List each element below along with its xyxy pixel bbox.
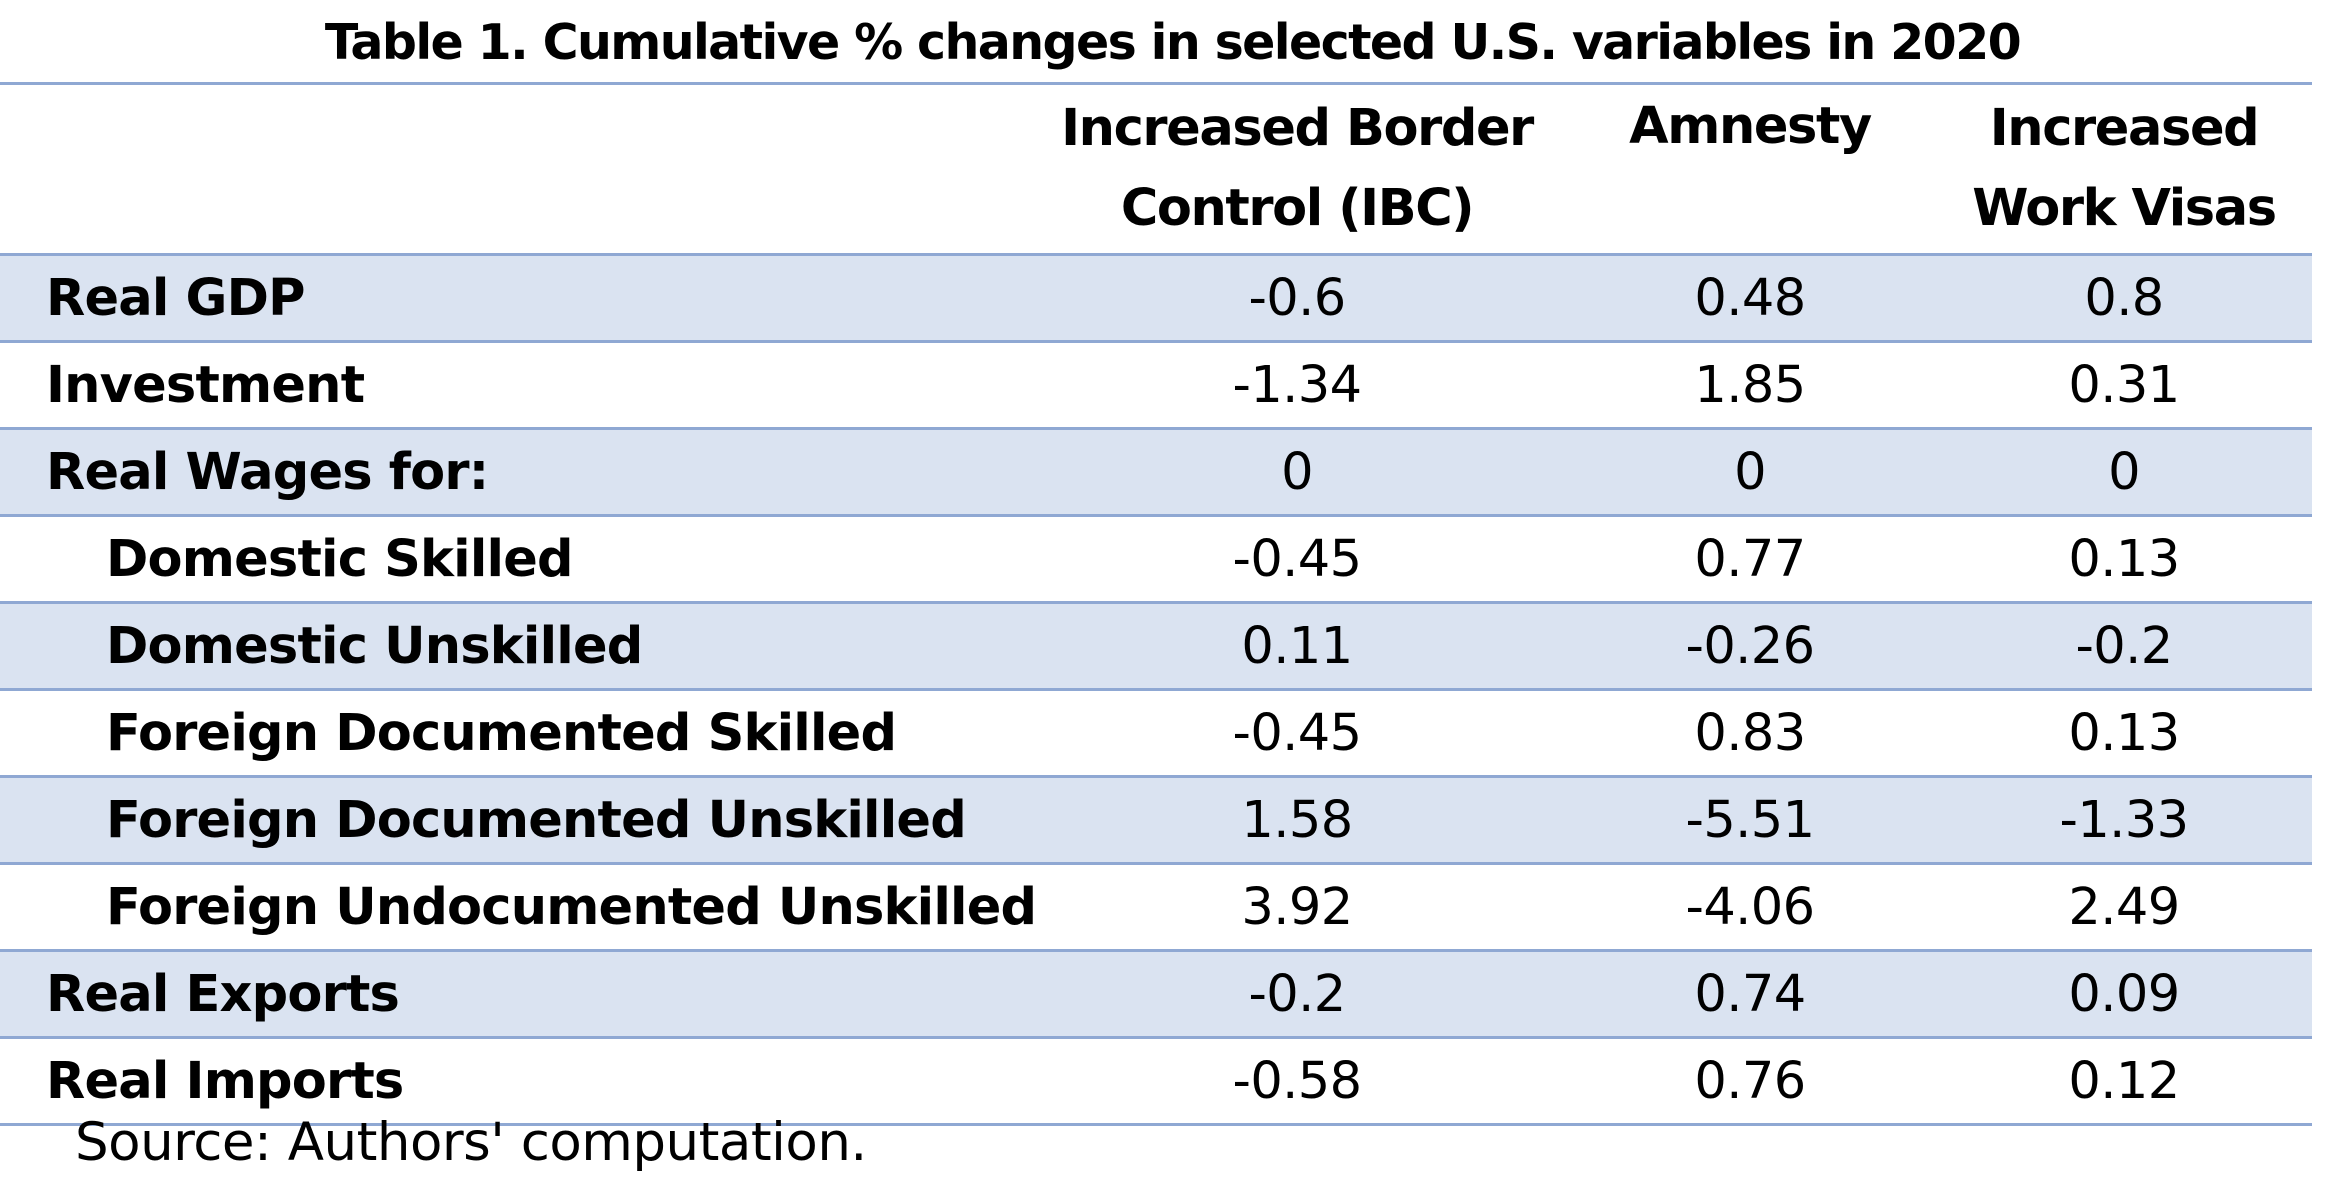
source-note: Source: Authors' computation. bbox=[75, 1112, 867, 1173]
table-row: Real Imports -0.58 0.76 0.12 bbox=[0, 1037, 2312, 1126]
row-label: Investment bbox=[0, 341, 1030, 430]
cell-ibc: -0.45 bbox=[1030, 689, 1564, 778]
cell-amnesty: 0.74 bbox=[1564, 950, 1936, 1039]
header-corner-cell bbox=[0, 82, 1030, 256]
header-work-visas: Increased Work Visas bbox=[1936, 82, 2312, 256]
table-row: Domestic Unskilled 0.11 -0.26 -0.2 bbox=[0, 602, 2312, 691]
cell-work-visas: 0.8 bbox=[1936, 254, 2312, 343]
cell-ibc: 0 bbox=[1030, 428, 1564, 517]
cell-work-visas: -1.33 bbox=[1936, 776, 2312, 865]
cell-ibc: -0.6 bbox=[1030, 254, 1564, 343]
table-row: Foreign Undocumented Unskilled 3.92 -4.0… bbox=[0, 863, 2312, 952]
cell-amnesty: 0.48 bbox=[1564, 254, 1936, 343]
table-row: Real Exports -0.2 0.74 0.09 bbox=[0, 950, 2312, 1039]
row-label: Real Imports bbox=[0, 1037, 1030, 1126]
cell-ibc: -0.2 bbox=[1030, 950, 1564, 1039]
row-label: Real GDP bbox=[0, 254, 1030, 343]
cell-work-visas: 0.31 bbox=[1936, 341, 2312, 430]
table-row: Investment -1.34 1.85 0.31 bbox=[0, 341, 2312, 430]
header-work-visas-line-1: Increased bbox=[1989, 99, 2260, 158]
header-amnesty: Amnesty bbox=[1564, 82, 1936, 256]
cell-amnesty: -0.26 bbox=[1564, 602, 1936, 691]
cell-ibc: 1.58 bbox=[1030, 776, 1564, 865]
header-work-visas-line-2: Work Visas bbox=[1972, 179, 2277, 238]
cell-work-visas: 0.13 bbox=[1936, 689, 2312, 778]
table-row: Real Wages for: 0 0 0 bbox=[0, 428, 2312, 517]
cell-work-visas: 0.13 bbox=[1936, 515, 2312, 604]
table-row: Foreign Documented Skilled -0.45 0.83 0.… bbox=[0, 689, 2312, 778]
row-label: Domestic Skilled bbox=[0, 515, 1030, 604]
cell-work-visas: 0.12 bbox=[1936, 1037, 2312, 1126]
row-label: Real Wages for: bbox=[0, 428, 1030, 517]
row-label: Real Exports bbox=[0, 950, 1030, 1039]
row-label: Foreign Documented Skilled bbox=[0, 689, 1030, 778]
header-amnesty-line-1: Amnesty bbox=[1629, 97, 1872, 156]
cell-ibc: 3.92 bbox=[1030, 863, 1564, 952]
table-row: Domestic Skilled -0.45 0.77 0.13 bbox=[0, 515, 2312, 604]
table-title: Table 1. Cumulative % changes in selecte… bbox=[324, 14, 2022, 71]
header-ibc-line-2: Control (IBC) bbox=[1120, 179, 1475, 238]
header-ibc-line-1: Increased Border bbox=[1061, 99, 1534, 158]
header-ibc: Increased Border Control (IBC) bbox=[1030, 82, 1564, 256]
cell-ibc: -0.58 bbox=[1030, 1037, 1564, 1126]
cell-amnesty: -5.51 bbox=[1564, 776, 1936, 865]
cell-amnesty: 1.85 bbox=[1564, 341, 1936, 430]
row-label: Domestic Unskilled bbox=[0, 602, 1030, 691]
results-table: Increased Border Control (IBC) Amnesty I… bbox=[0, 82, 2312, 1126]
cell-amnesty: 0.83 bbox=[1564, 689, 1936, 778]
cell-work-visas: 0.09 bbox=[1936, 950, 2312, 1039]
cell-amnesty: 0.77 bbox=[1564, 515, 1936, 604]
table-header-row: Increased Border Control (IBC) Amnesty I… bbox=[0, 82, 2312, 256]
table-row: Real GDP -0.6 0.48 0.8 bbox=[0, 254, 2312, 343]
cell-work-visas: 0 bbox=[1936, 428, 2312, 517]
cell-amnesty: 0.76 bbox=[1564, 1037, 1936, 1126]
cell-ibc: 0.11 bbox=[1030, 602, 1564, 691]
table-row: Foreign Documented Unskilled 1.58 -5.51 … bbox=[0, 776, 2312, 865]
cell-amnesty: -4.06 bbox=[1564, 863, 1936, 952]
cell-work-visas: 2.49 bbox=[1936, 863, 2312, 952]
cell-ibc: -1.34 bbox=[1030, 341, 1564, 430]
cell-amnesty: 0 bbox=[1564, 428, 1936, 517]
cell-ibc: -0.45 bbox=[1030, 515, 1564, 604]
row-label: Foreign Undocumented Unskilled bbox=[0, 863, 1037, 952]
cell-work-visas: -0.2 bbox=[1936, 602, 2312, 691]
row-label: Foreign Documented Unskilled bbox=[0, 776, 1030, 865]
